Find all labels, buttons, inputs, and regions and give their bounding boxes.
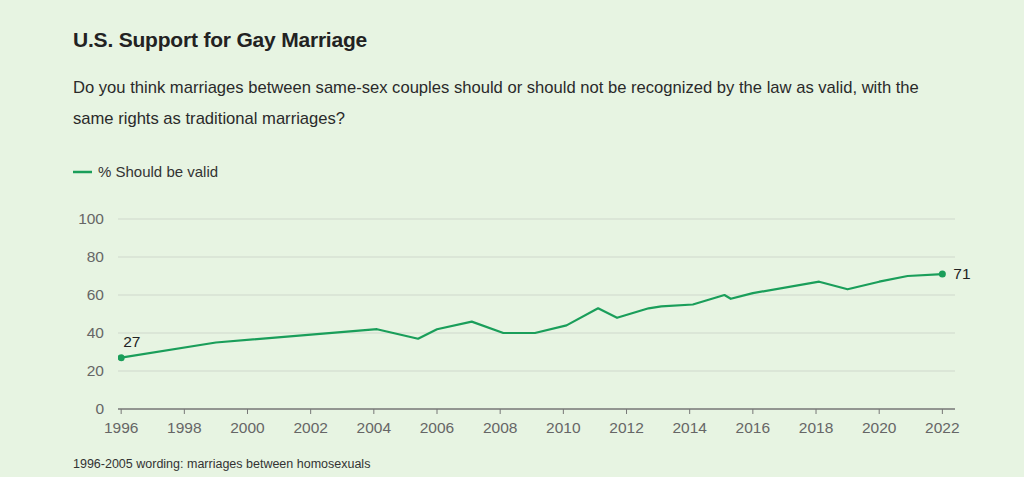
x-tick-label: 2018 [799, 419, 833, 436]
x-axis-line [118, 409, 955, 410]
x-tick-label: 1998 [167, 419, 201, 436]
x-tick [563, 409, 564, 414]
grid-line [118, 295, 955, 296]
legend-swatch [73, 171, 92, 174]
x-tick [184, 409, 185, 414]
x-tick-label: 2008 [483, 419, 517, 436]
y-tick-label: 60 [87, 286, 105, 303]
y-tick-label: 0 [95, 400, 104, 417]
x-tick [310, 409, 311, 414]
x-tick-label: 2020 [862, 419, 897, 436]
page: {"chart_data": {"type": "line", "title":… [0, 0, 1024, 477]
grid-line [118, 257, 955, 258]
y-tick-label: 100 [78, 210, 104, 227]
x-tick [247, 409, 248, 414]
x-tick-label: 2012 [609, 419, 643, 436]
x-tick [689, 409, 690, 414]
data-label: 71 [953, 265, 970, 282]
x-tick [500, 409, 501, 414]
series-line [121, 274, 942, 358]
x-tick [942, 409, 943, 414]
data-label: 27 [123, 333, 140, 350]
x-tick [752, 409, 753, 414]
x-axis [118, 409, 955, 410]
y-tick-label: 20 [87, 362, 105, 379]
x-tick [437, 409, 438, 414]
x-tick-label: 2016 [736, 419, 770, 436]
x-tick-label: 2006 [420, 419, 454, 436]
subtitle: Do you think marriages between same-sex … [73, 72, 963, 134]
y-tick-label: 40 [87, 324, 105, 341]
x-tick-label: 2002 [293, 419, 327, 436]
x-tick [626, 409, 627, 414]
grid-line [118, 371, 955, 372]
x-tick-label: 1996 [104, 419, 138, 436]
x-tick-label: 2000 [230, 419, 265, 436]
point [939, 271, 946, 278]
x-tick [121, 409, 122, 414]
x-tick-label: 2010 [546, 419, 581, 436]
x-tick [373, 409, 374, 414]
x-tick [816, 409, 817, 414]
x-tick-label: 2004 [357, 419, 392, 436]
y-tick-label: 80 [87, 248, 105, 265]
x-tick [879, 409, 880, 414]
point [118, 354, 125, 361]
note: 1996-2005 wording: marriages between hom… [73, 457, 370, 471]
chart: 0 20 40 60 80 100 1996 1998 2000 2002 2004 2006 2008… [0, 0, 1024, 477]
plot-area [118, 271, 946, 362]
grid-line [118, 219, 955, 220]
x-tick-label: 2022 [925, 419, 959, 436]
legend-label: % Should be valid [98, 163, 218, 180]
x-tick-label: 2014 [672, 419, 707, 436]
title: U.S. Support for Gay Marriage [73, 28, 367, 52]
